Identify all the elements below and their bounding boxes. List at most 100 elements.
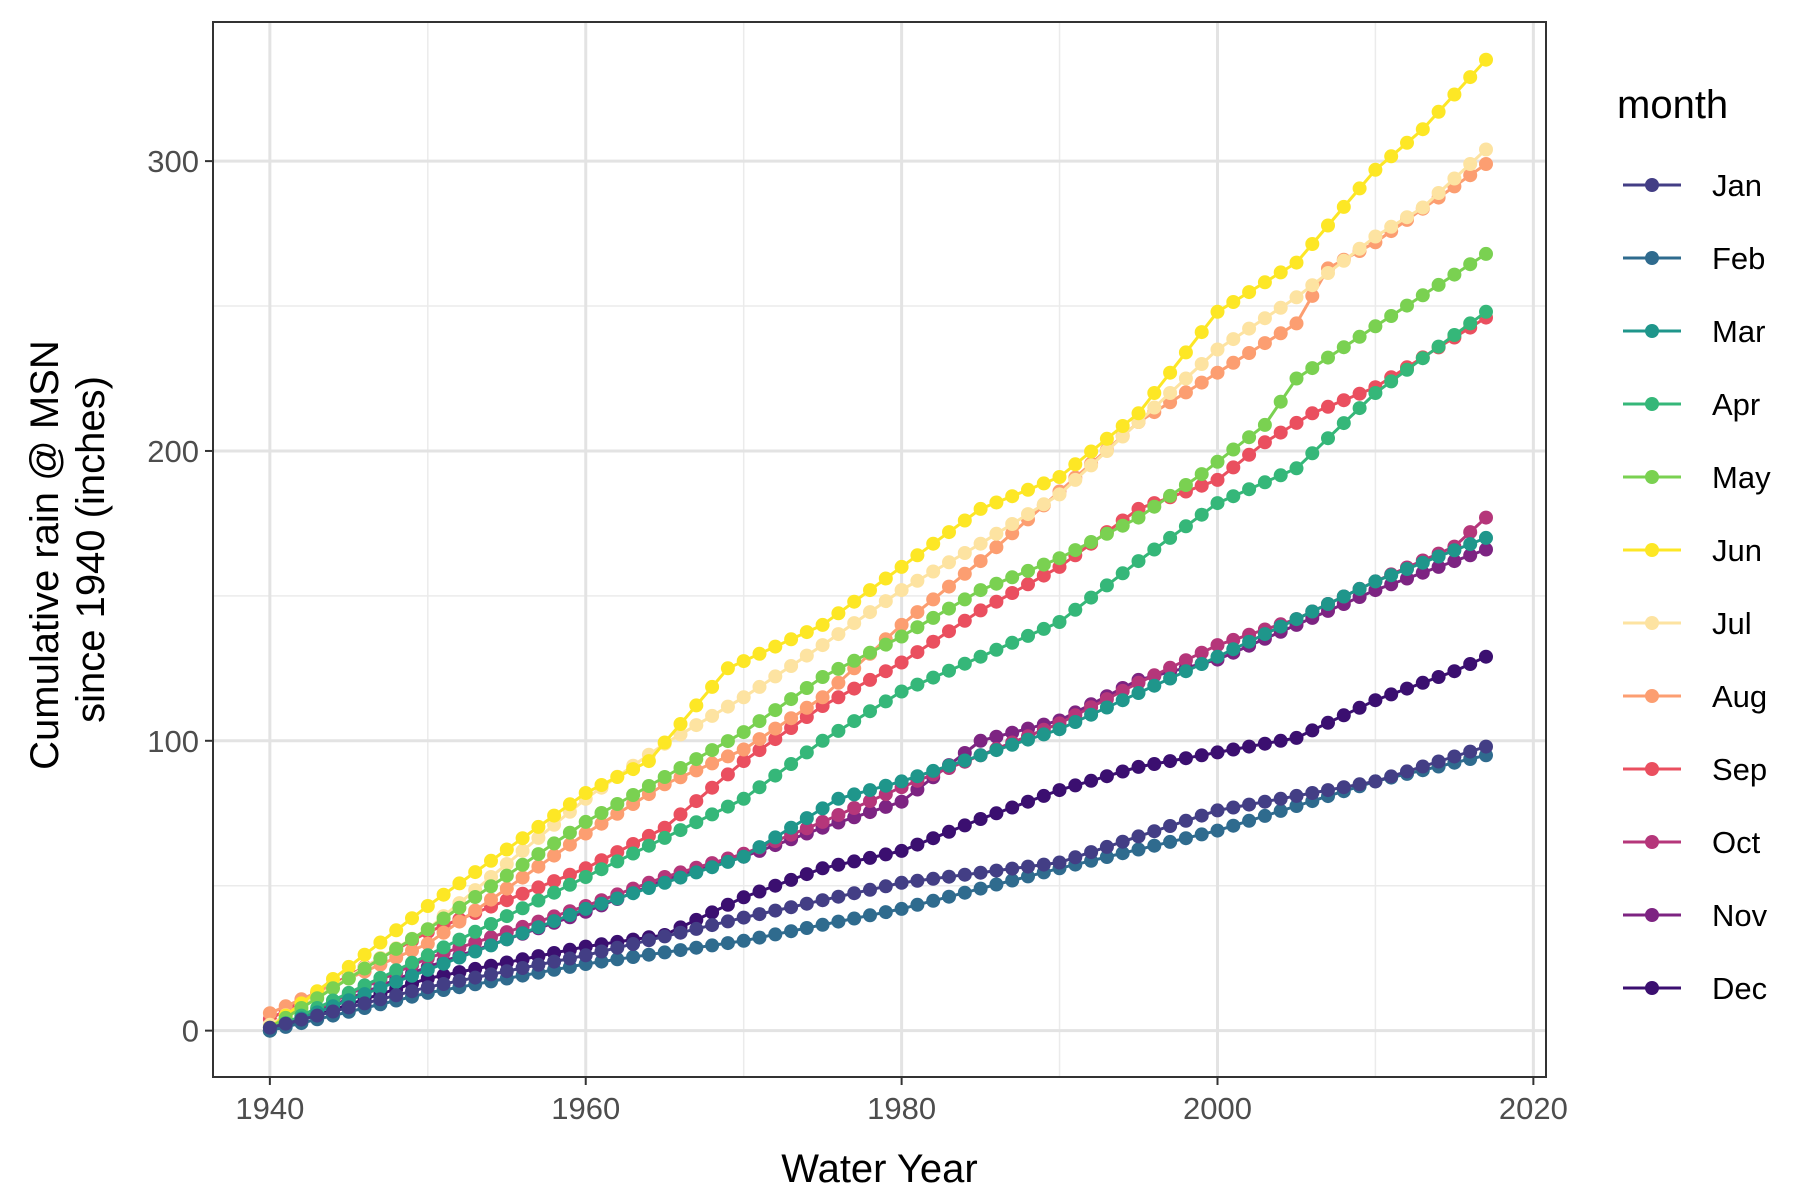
- data-point-apr: [1289, 461, 1304, 476]
- data-point-mar: [1115, 693, 1130, 708]
- data-point-dec: [815, 861, 830, 876]
- data-point-jan: [657, 929, 672, 944]
- data-point-jul: [1368, 229, 1383, 244]
- data-point-feb: [673, 943, 688, 958]
- data-point-feb: [1178, 831, 1193, 846]
- data-point-jun: [405, 911, 419, 926]
- data-point-mar: [1163, 671, 1178, 686]
- data-point-apr: [1257, 475, 1272, 490]
- data-point-feb: [910, 897, 925, 912]
- data-point-may: [1005, 570, 1020, 585]
- data-point-feb: [1147, 838, 1162, 853]
- data-point-oct: [863, 794, 877, 809]
- data-point-nov: [1005, 725, 1020, 740]
- data-point-may: [1084, 535, 1099, 549]
- data-point-oct: [1147, 668, 1162, 683]
- data-point-dec: [1305, 723, 1320, 738]
- data-point-feb: [1242, 813, 1257, 828]
- data-point-feb: [752, 930, 767, 945]
- data-point-mar: [484, 938, 498, 953]
- data-point-may: [1447, 267, 1462, 282]
- legend-key-point: [1645, 981, 1659, 995]
- data-point-aug: [452, 914, 467, 929]
- data-point-dec: [973, 812, 988, 826]
- data-point-jul: [1036, 497, 1051, 512]
- data-point-jan: [1021, 859, 1035, 874]
- data-point-apr: [515, 901, 530, 916]
- data-point-oct: [1479, 510, 1493, 525]
- data-point-apr: [1099, 578, 1114, 593]
- data-point-jul: [1210, 342, 1225, 357]
- data-point-may: [1115, 518, 1130, 533]
- data-point-jul: [1321, 266, 1335, 280]
- data-point-mar: [1479, 530, 1493, 545]
- data-point-aug: [484, 892, 498, 907]
- data-point-jul: [815, 638, 830, 653]
- data-point-dec: [847, 854, 862, 869]
- data-point-aug: [610, 806, 625, 821]
- data-point-mar: [531, 920, 546, 935]
- data-point-jan: [1400, 764, 1414, 779]
- data-point-apr: [1210, 496, 1225, 511]
- data-point-may: [1242, 430, 1257, 445]
- data-point-sep: [1321, 399, 1335, 414]
- data-point-jun: [1368, 162, 1383, 177]
- data-point-dec: [926, 831, 941, 846]
- data-point-aug: [894, 617, 909, 632]
- data-point-sep: [673, 807, 688, 822]
- data-point-aug: [973, 554, 988, 569]
- data-point-mar: [499, 932, 514, 947]
- data-point-mar: [452, 950, 467, 965]
- data-point-may: [657, 770, 672, 784]
- data-point-dec: [831, 857, 846, 872]
- data-point-jun: [1210, 304, 1225, 319]
- data-point-mar: [942, 758, 956, 773]
- data-point-sep: [1194, 478, 1209, 493]
- data-point-feb: [878, 905, 893, 920]
- data-point-dec: [1273, 733, 1288, 748]
- series-jan: [262, 739, 1493, 1035]
- data-point-sep: [989, 594, 1004, 609]
- data-point-jan: [1242, 797, 1257, 812]
- data-point-jul: [689, 718, 704, 733]
- data-point-feb: [1273, 803, 1288, 818]
- data-point-mar: [768, 830, 783, 845]
- data-point-jun: [1431, 104, 1446, 119]
- data-point-sep: [1005, 586, 1020, 600]
- data-point-apr: [736, 791, 751, 806]
- data-point-feb: [610, 952, 625, 967]
- data-point-jul: [1052, 487, 1067, 502]
- data-point-jul: [1099, 444, 1114, 458]
- data-point-may: [673, 761, 688, 775]
- data-point-may: [373, 951, 388, 966]
- data-point-jun: [531, 819, 546, 834]
- data-point-oct: [1194, 645, 1209, 660]
- data-point-may: [847, 653, 862, 668]
- legend-item-oct: Oct: [1623, 825, 1761, 860]
- data-point-nov: [973, 733, 988, 748]
- data-point-mar: [720, 854, 735, 869]
- data-point-sep: [736, 754, 751, 769]
- data-point-jun: [389, 923, 404, 938]
- data-point-jul: [1242, 321, 1257, 336]
- data-point-apr: [1163, 530, 1178, 545]
- data-point-may: [1431, 277, 1446, 292]
- data-point-jun: [705, 679, 720, 694]
- data-point-dec: [1194, 748, 1209, 763]
- data-point-jun: [547, 808, 562, 823]
- data-point-jun: [562, 797, 577, 812]
- data-point-may: [1036, 557, 1051, 572]
- data-point-apr: [641, 838, 656, 853]
- data-point-jul: [1115, 429, 1130, 444]
- data-point-may: [1273, 394, 1288, 409]
- data-point-jan: [1305, 786, 1320, 800]
- legend-label: Apr: [1712, 387, 1760, 422]
- data-point-may: [1052, 551, 1067, 566]
- data-point-apr: [562, 877, 577, 892]
- data-point-may: [436, 911, 451, 926]
- data-point-may: [989, 576, 1004, 591]
- data-point-feb: [831, 914, 846, 929]
- data-point-jul: [1431, 186, 1446, 200]
- data-point-mar: [626, 886, 641, 901]
- data-point-mar: [1226, 642, 1241, 657]
